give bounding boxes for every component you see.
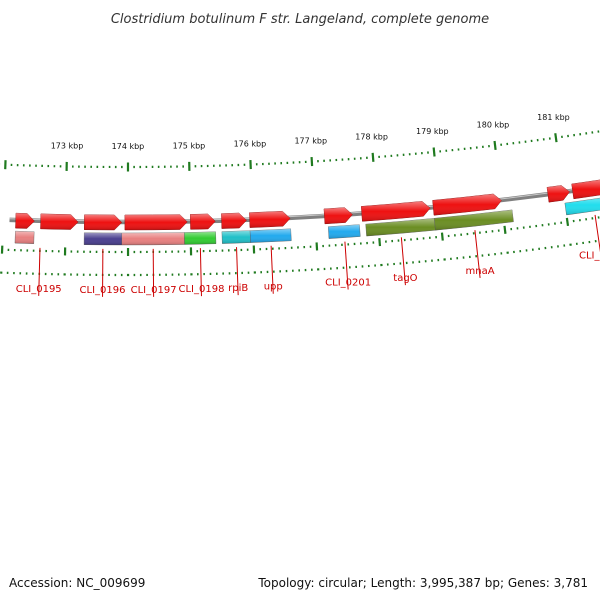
label-leader: [38, 247, 41, 296]
cds-arrow-gloss: [84, 214, 122, 230]
cds-arrow-gloss: [40, 213, 79, 230]
cds-track: [15, 179, 600, 231]
tick-label: 174 kbp: [112, 142, 145, 151]
topology-summary: Topology: circular; Length: 3,995,387 bp…: [258, 576, 588, 590]
gene-label: CLI_0196: [80, 285, 126, 296]
gene-label: CLI_0197: [131, 285, 177, 296]
gene-track: [14, 197, 600, 246]
tick-label: 180 kbp: [477, 121, 510, 130]
label-leader: [270, 245, 274, 294]
tick-label: 179 kbp: [416, 127, 449, 136]
gene-feature-gloss: [84, 232, 122, 245]
tick-mark: [432, 147, 436, 157]
gene-feature-gloss: [434, 209, 514, 231]
gene-label: CLI_0201: [325, 278, 371, 289]
tick-label: 178 kbp: [355, 132, 388, 141]
label-leader: [199, 248, 202, 297]
tick-mark: [371, 152, 375, 162]
tick-mark: [440, 232, 444, 241]
cds-arrow-gloss: [323, 207, 353, 224]
gene-feature-gloss: [250, 228, 292, 243]
tick-mark: [378, 238, 382, 247]
cds-arrow-gloss: [361, 201, 431, 222]
tick-labels: 173 kbp 174 kbp 175 kbp 176 kbp 177 kbp 178 k…: [51, 113, 570, 151]
gene-label: rpiB: [228, 283, 248, 294]
cds-arrow-gloss: [15, 213, 35, 229]
cds-arrow-gloss: [546, 185, 570, 203]
tick-label: 173 kbp: [51, 141, 84, 150]
label-leader: [344, 241, 349, 290]
gene-feature-gloss: [121, 232, 185, 245]
label-leader: [400, 237, 406, 286]
gene-feature-gloss: [564, 198, 600, 215]
gene-feature-gloss: [328, 224, 361, 239]
cds-arrow-gloss: [124, 214, 188, 231]
gene-label: tagO: [393, 273, 417, 284]
tick-label: 181 kbp: [537, 113, 570, 122]
tick-mark: [554, 133, 558, 143]
label-leader: [594, 214, 600, 253]
cds-arrow-gloss: [190, 213, 216, 230]
accession-text: Accession: NC_009699: [9, 576, 146, 590]
gene-label: CLI_0204: [579, 250, 600, 261]
tick-mark: [503, 225, 507, 234]
tick-mark: [310, 156, 314, 167]
gene-feature-gloss: [14, 231, 35, 244]
gene-feature-gloss: [365, 218, 436, 237]
gene-labels: CLI_0195 CLI_0196 CLI_0197 CLI_0198 rpiB upp C…: [16, 214, 600, 297]
gene-label: upp: [264, 282, 283, 293]
cds-arrow-gloss: [221, 213, 247, 229]
gene-label: CLI_0198: [178, 284, 224, 295]
gene-label: CLI_0195: [16, 284, 62, 295]
gene-feature-gloss: [184, 231, 216, 245]
tick-label: 177 kbp: [294, 137, 327, 146]
map-title: Clostridium botulinum F str. Langeland, …: [111, 12, 489, 27]
gene-feature-gloss: [221, 230, 251, 244]
tick-label: 175 kbp: [173, 141, 206, 150]
gene-label: mnaA: [466, 266, 495, 277]
cds-arrow-gloss: [432, 193, 502, 216]
cds-arrow-gloss: [249, 211, 291, 228]
label-leader: [474, 230, 481, 278]
cds-arrow-gloss: [571, 179, 600, 199]
tick-label: 176 kbp: [234, 140, 267, 149]
label-leader: [236, 247, 239, 296]
tick-mark: [565, 217, 570, 227]
tick-mark: [493, 140, 497, 151]
